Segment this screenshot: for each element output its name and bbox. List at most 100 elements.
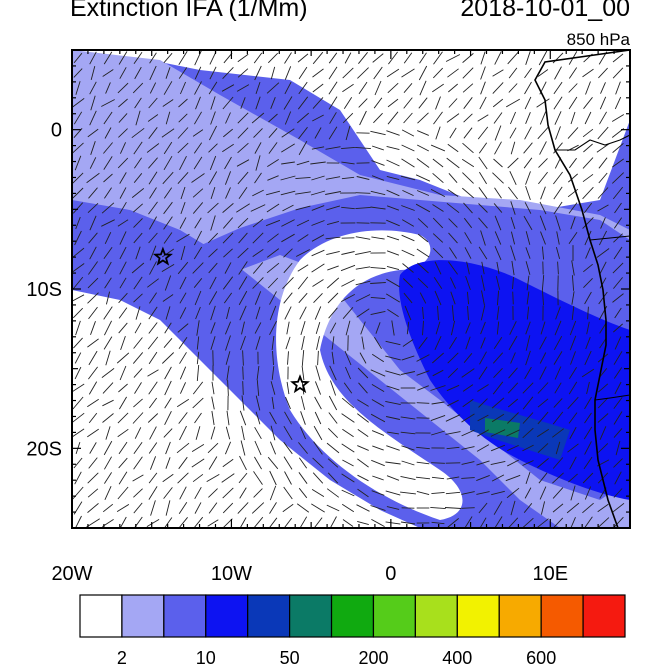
wind-barb	[343, 382, 353, 394]
wind-barb	[490, 460, 506, 466]
wind-barb	[615, 81, 621, 95]
coastline	[534, 50, 630, 528]
wind-barb	[224, 441, 232, 455]
wind-barb	[478, 366, 488, 380]
wind-barb	[463, 97, 473, 109]
wind-barb	[210, 186, 216, 200]
wind-barb	[597, 443, 609, 453]
wind-barb	[613, 351, 623, 365]
wind-barb	[507, 382, 519, 394]
wind-barb	[211, 381, 215, 395]
wind-barb	[370, 296, 386, 300]
wind-barb	[312, 472, 324, 484]
wind-barb	[328, 395, 338, 411]
wind-barb	[431, 491, 445, 495]
wind-barb	[461, 413, 475, 423]
wind-barb	[539, 486, 547, 500]
wind-barb	[449, 127, 457, 139]
wind-barb	[118, 457, 128, 469]
wind-barb	[328, 126, 338, 140]
wind-barb	[552, 472, 564, 484]
colorbar-label: 600	[526, 648, 556, 667]
wind-barb	[104, 277, 112, 289]
wind-barb	[164, 397, 172, 409]
wind-barb	[254, 322, 262, 334]
wind-barb	[72, 142, 84, 154]
wind-barb	[555, 441, 561, 455]
wind-barb	[224, 321, 232, 335]
map-title: Extinction IFA (1/Mm)	[70, 0, 308, 22]
wind-barb	[355, 192, 371, 194]
wind-barb	[613, 397, 623, 409]
wind-barb	[118, 471, 128, 485]
wind-barb	[192, 188, 204, 198]
wind-barb	[432, 217, 444, 229]
wind-barb	[311, 503, 325, 513]
wind-barb	[478, 398, 488, 408]
wind-barb	[479, 96, 487, 110]
wind-barb	[571, 275, 575, 291]
wind-barb	[345, 125, 351, 141]
wind-barb	[401, 144, 415, 152]
wind-barb	[493, 203, 503, 213]
wind-barb	[179, 307, 187, 319]
wind-barb	[222, 203, 234, 213]
wind-barb	[237, 53, 249, 63]
wind-barb	[341, 206, 355, 210]
wind-barb	[370, 190, 386, 196]
wind-barb	[72, 187, 84, 199]
wind-barb	[537, 443, 549, 453]
wind-barb	[553, 201, 563, 215]
wind-barb	[72, 396, 84, 410]
wind-barb	[102, 413, 114, 423]
wind-barb	[104, 261, 112, 275]
wind-barb	[357, 488, 369, 498]
wind-barb	[508, 367, 518, 379]
wind-barb	[208, 291, 218, 305]
wind-barb	[191, 458, 205, 468]
wind-barb	[222, 66, 234, 80]
wind-barb	[614, 202, 622, 214]
wind-barb	[222, 96, 234, 110]
wind-barb	[507, 444, 519, 452]
wind-barb	[149, 52, 157, 64]
wind-barb	[416, 190, 430, 196]
wind-barb	[194, 502, 202, 514]
wind-barb	[325, 191, 341, 195]
wind-barb	[101, 99, 115, 107]
wind-barb	[102, 69, 114, 77]
wind-barb	[342, 83, 354, 93]
wind-barb	[447, 518, 459, 528]
wind-barb	[281, 233, 295, 243]
wind-barb	[508, 186, 518, 200]
wind-barb	[343, 96, 353, 110]
wind-barb	[371, 236, 385, 240]
wind-barb	[256, 365, 260, 381]
wind-barb	[286, 321, 290, 335]
wind-barb	[251, 112, 265, 124]
wind-barb	[480, 275, 486, 291]
wind-barb	[537, 126, 549, 140]
wind-barb	[193, 516, 204, 528]
wind-barb	[88, 306, 98, 320]
wind-barb	[416, 144, 430, 152]
wind-barb	[449, 277, 457, 289]
wind-barb	[506, 429, 520, 437]
wind-barb	[283, 262, 293, 274]
wind-barb	[238, 276, 248, 290]
wind-barb	[477, 384, 489, 392]
wind-barb	[494, 245, 502, 261]
wind-barb	[402, 263, 414, 273]
wind-barb	[433, 277, 443, 289]
wind-barb	[430, 144, 446, 152]
wind-barb	[341, 251, 355, 255]
wind-barb	[596, 143, 610, 153]
wind-barb	[298, 140, 308, 156]
field-region-teal-patch	[485, 418, 520, 438]
wind-barb	[492, 381, 504, 395]
wind-barb	[448, 232, 458, 244]
colorbar-label: 10	[196, 648, 216, 667]
x-tick-label: 0	[385, 563, 396, 585]
wind-barb	[386, 219, 400, 227]
wind-barb	[416, 461, 430, 465]
